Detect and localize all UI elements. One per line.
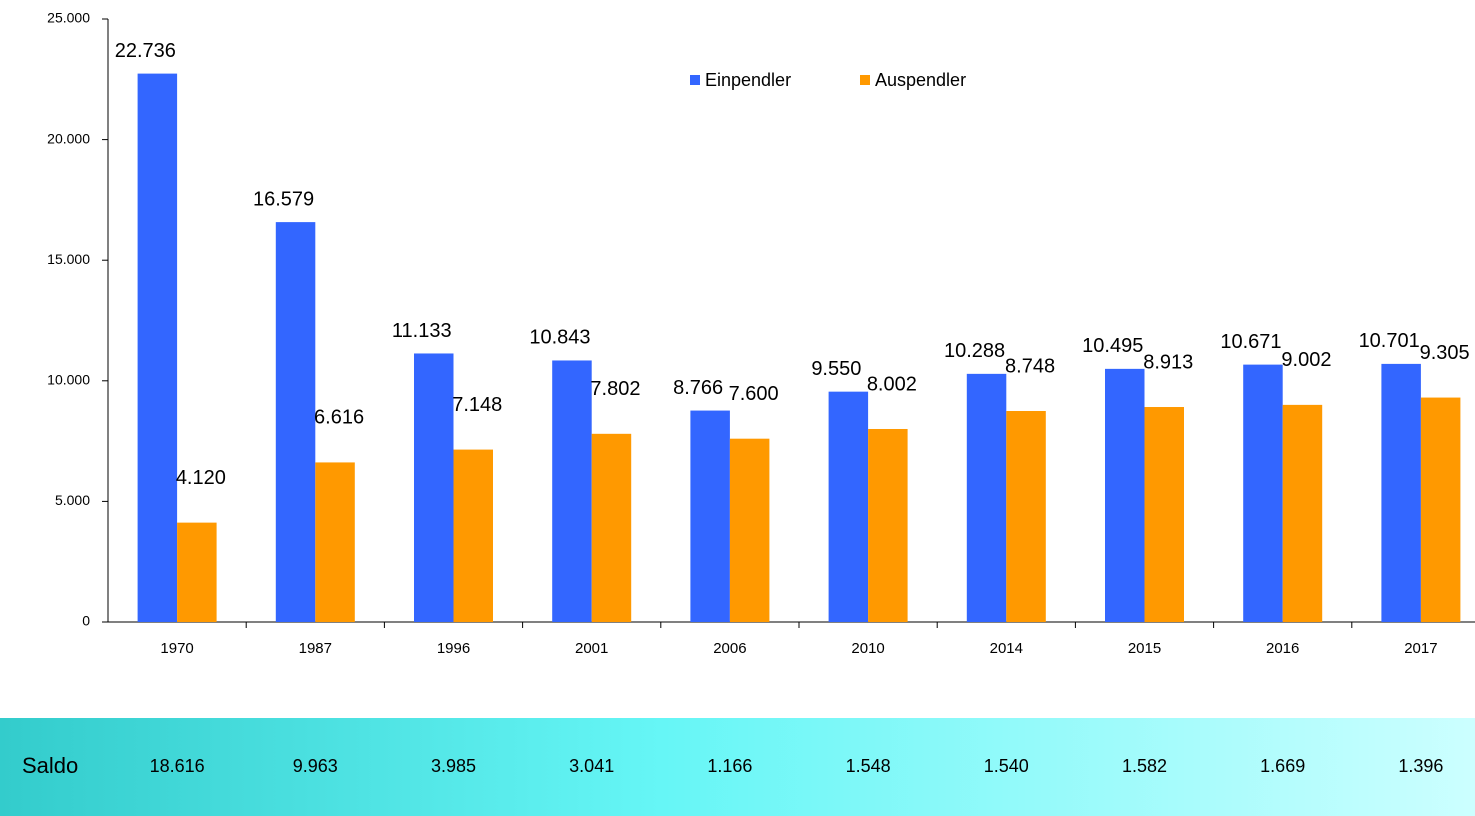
bar: [1006, 410, 1046, 622]
bar: [828, 391, 869, 622]
bar: [1420, 397, 1461, 622]
bar: [966, 373, 1007, 622]
x-tick-label: 1970: [160, 640, 193, 657]
x-tick-label: 1996: [437, 640, 470, 657]
y-tick-label: 0: [82, 613, 90, 629]
value-label: 7.802: [590, 378, 640, 400]
value-label: 9.002: [1281, 349, 1331, 371]
y-tick-label: 20.000: [47, 130, 90, 146]
bar: [137, 73, 178, 623]
saldo-value: 1.582: [1122, 756, 1167, 776]
value-label: 10.701: [1359, 330, 1420, 352]
value-label: 7.148: [452, 394, 502, 416]
saldo-label: Saldo: [22, 753, 78, 778]
bar: [552, 360, 592, 622]
value-label: 6.616: [314, 407, 364, 429]
bar: [868, 428, 908, 622]
value-label: 10.843: [529, 327, 590, 349]
bar: [591, 433, 632, 622]
saldo-value: 1.396: [1398, 756, 1443, 776]
saldo-value: 3.041: [569, 756, 614, 776]
saldo-value: 18.616: [150, 756, 205, 776]
saldo-value: 9.963: [293, 756, 338, 776]
saldo-band: [0, 718, 1475, 816]
y-tick-label: 5.000: [55, 492, 90, 508]
saldo-value: 3.985: [431, 756, 476, 776]
value-label: 9.305: [1420, 342, 1470, 364]
bar: [1144, 407, 1184, 622]
x-tick-label: 2015: [1128, 640, 1161, 657]
y-tick-label: 10.000: [47, 372, 90, 388]
value-label: 4.120: [176, 467, 226, 489]
value-label: 8.913: [1143, 351, 1193, 373]
x-tick-label: 2017: [1404, 640, 1437, 657]
saldo-value: 1.540: [984, 756, 1029, 776]
bar: [729, 438, 770, 622]
legend-swatch: [860, 75, 870, 85]
bar: [453, 449, 493, 622]
value-label: 22.736: [115, 40, 176, 62]
value-label: 10.495: [1082, 335, 1143, 357]
y-tick-label: 15.000: [47, 251, 90, 267]
bar: [1243, 364, 1283, 622]
x-tick-label: 2014: [990, 640, 1023, 657]
legend-label: Auspendler: [875, 70, 966, 90]
saldo-value: 1.548: [846, 756, 891, 776]
bar: [177, 522, 217, 622]
value-label: 7.600: [729, 383, 779, 405]
bar: [1282, 404, 1323, 622]
saldo-value: 1.669: [1260, 756, 1305, 776]
bar: [414, 353, 454, 622]
bar: [690, 410, 730, 622]
x-tick-label: 1987: [299, 640, 332, 657]
value-label: 16.579: [253, 188, 314, 210]
saldo-value: 1.166: [707, 756, 752, 776]
bar: [1381, 363, 1421, 622]
value-label: 9.550: [811, 358, 861, 380]
value-label: 10.288: [944, 340, 1005, 362]
legend-swatch: [690, 75, 700, 85]
value-label: 10.671: [1220, 331, 1281, 353]
legend-label: Einpendler: [705, 70, 791, 90]
value-label: 8.748: [1005, 355, 1055, 377]
value-label: 8.002: [867, 373, 917, 395]
x-tick-label: 2001: [575, 640, 608, 657]
bar: [1105, 368, 1145, 622]
value-label: 11.133: [392, 320, 452, 342]
x-tick-label: 2010: [851, 640, 884, 657]
value-label: 8.766: [673, 377, 723, 399]
bar: [275, 222, 316, 623]
x-tick-label: 2016: [1266, 640, 1299, 657]
x-tick-label: 2006: [713, 640, 746, 657]
y-tick-label: 25.000: [47, 10, 90, 26]
bar: [315, 462, 355, 622]
